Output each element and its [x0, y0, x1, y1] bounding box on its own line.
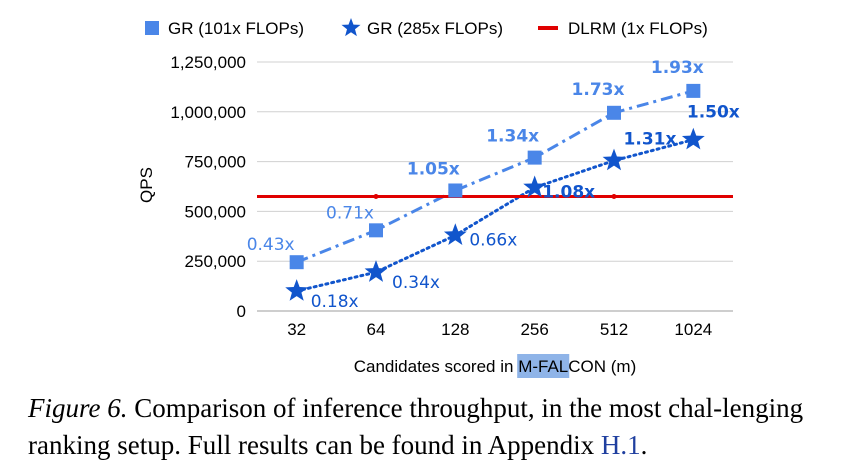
y-tick-label: 1,000,000 [170, 103, 246, 122]
star-marker [681, 127, 705, 150]
dlrm-marker [373, 193, 379, 199]
series-line-1 [295, 138, 695, 293]
star-marker [443, 223, 467, 246]
data-label: 1.08x [542, 182, 595, 202]
caption-end: . [640, 430, 648, 460]
x-axis-title-highlight [517, 354, 570, 378]
square-marker [527, 150, 542, 165]
x-tick-labels: 32 64 128 256 512 1024 [287, 320, 712, 339]
series-line-0 [296, 89, 694, 264]
dlrm-marker [611, 193, 617, 199]
x-tick-label: 128 [441, 320, 469, 339]
y-tick-label: 750,000 [185, 153, 246, 172]
data-label: 1.34x [486, 127, 539, 147]
data-label: 1.73x [572, 80, 625, 100]
x-axis-title-highlight-text: M-FAL [518, 357, 568, 376]
legend-label: GR (285x FLOPs) [367, 19, 503, 38]
data-labels: 0.43x 0.71x 1.05x 1.34x 1.73x 1.93x 0.18x 0.34x… [247, 58, 740, 312]
data-label: 1.31x [624, 130, 677, 150]
square-marker [607, 105, 621, 120]
y-axis-title: QPS [137, 167, 156, 203]
legend-item: GR (101x FLOPs) [145, 19, 304, 38]
figure-label: Figure 6. [28, 393, 128, 423]
data-label: 1.93x [651, 58, 704, 78]
y-tick-label: 500,000 [185, 202, 246, 221]
caption-text: Comparison of inference throughput, in t… [28, 393, 804, 460]
series-lines [257, 89, 733, 293]
gridlines [257, 61, 733, 312]
square-marker [289, 255, 304, 270]
x-axis-title-post: CON (m) [568, 357, 636, 376]
data-label: 0.66x [469, 230, 517, 250]
square-marker [369, 223, 383, 238]
legend-item: DLRM (1x FLOPs) [538, 19, 708, 38]
data-label: 1.05x [407, 159, 460, 179]
data-label: 0.34x [392, 273, 440, 293]
y-tick-label: 0 [237, 302, 246, 321]
figure-caption: Figure 6. Comparison of inference throug… [28, 390, 848, 464]
series-markers [285, 83, 705, 301]
legend-label: GR (101x FLOPs) [168, 19, 304, 38]
data-label: 0.43x [247, 235, 295, 255]
star-marker [602, 148, 626, 171]
data-label: 0.18x [311, 292, 359, 312]
appendix-link[interactable]: H.1 [600, 430, 641, 460]
x-axis-title: Candidates scored in M-FALCON (m) [354, 354, 636, 378]
star-marker [523, 175, 547, 198]
y-tick-labels: 0 250,000 500,000 750,000 1,000,000 1,250,000 [170, 53, 246, 321]
chart: GR (101x FLOPs) GR (285x FLOPs) DLRM (1x F… [137, 18, 740, 378]
legend-square-marker [145, 21, 159, 35]
legend-star-marker [341, 18, 361, 37]
x-tick-label: 64 [367, 320, 386, 339]
svg-text:Candidates scored in M-FALCON: Candidates scored in M-FALCON (m) [354, 357, 636, 376]
x-axis-title-pre: Candidates scored in [354, 357, 518, 376]
legend-item: GR (285x FLOPs) [341, 18, 503, 38]
y-tick-label: 250,000 [185, 252, 246, 271]
x-tick-label: 32 [287, 320, 306, 339]
legend: GR (101x FLOPs) GR (285x FLOPs) DLRM (1x F… [145, 18, 708, 38]
star-marker [364, 260, 388, 282]
legend-label: DLRM (1x FLOPs) [568, 19, 708, 38]
y-tick-label: 1,250,000 [170, 53, 246, 72]
data-label: 0.71x [326, 203, 374, 223]
square-marker [448, 183, 463, 198]
x-tick-label: 1024 [674, 320, 712, 339]
data-label: 1.50x [687, 103, 740, 123]
x-tick-label: 256 [520, 320, 548, 339]
square-marker [686, 83, 701, 98]
star-marker [285, 279, 309, 301]
x-tick-label: 512 [600, 320, 628, 339]
